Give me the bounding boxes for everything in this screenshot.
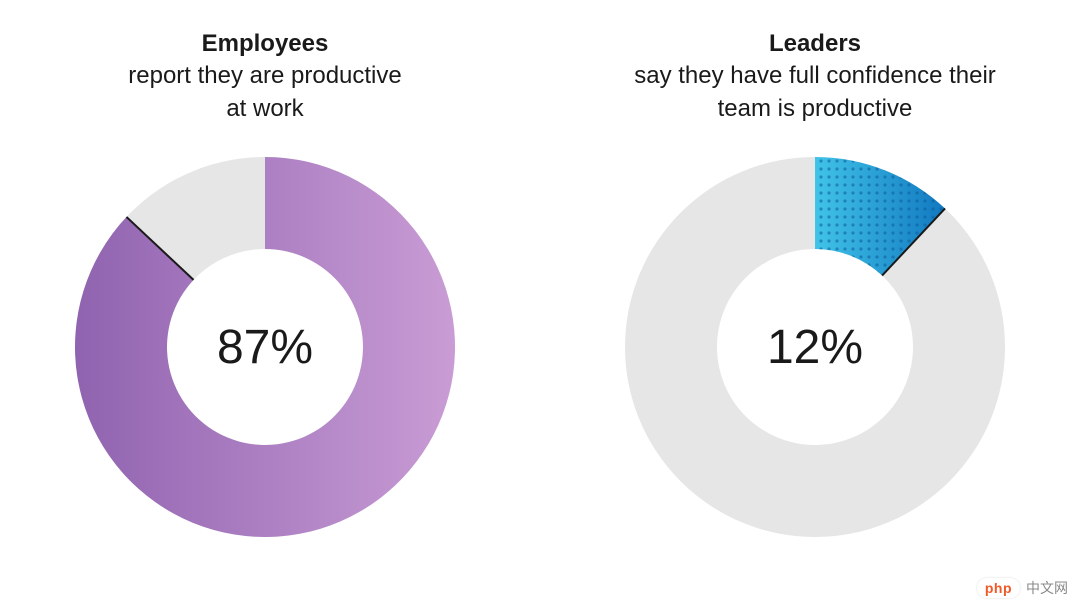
watermark-logo: php	[977, 578, 1020, 598]
donut-leaders: 12%	[625, 157, 1005, 537]
watermark: php 中文网	[977, 578, 1068, 598]
chart-employees-header: Employees report they are productive at …	[128, 28, 401, 125]
chart-leaders-header: Leaders say they have full confidence th…	[634, 28, 996, 125]
chart-employees-subtitle-2: at work	[128, 93, 401, 125]
charts-row: Employees report they are productive at …	[45, 28, 1035, 537]
donut-leaders-center-label: 12%	[625, 157, 1005, 537]
chart-leaders-subtitle-2: team is productive	[634, 93, 996, 125]
watermark-suffix: 中文网	[1026, 578, 1068, 598]
chart-employees-title: Employees	[128, 28, 401, 60]
chart-leaders-subtitle-1: say they have full confidence their	[634, 60, 996, 92]
chart-employees: Employees report they are productive at …	[45, 28, 485, 537]
chart-employees-subtitle-1: report they are productive	[128, 60, 401, 92]
donut-employees: 87%	[75, 157, 455, 537]
donut-employees-center-label: 87%	[75, 157, 455, 537]
chart-leaders-title: Leaders	[634, 28, 996, 60]
chart-leaders: Leaders say they have full confidence th…	[595, 28, 1035, 537]
